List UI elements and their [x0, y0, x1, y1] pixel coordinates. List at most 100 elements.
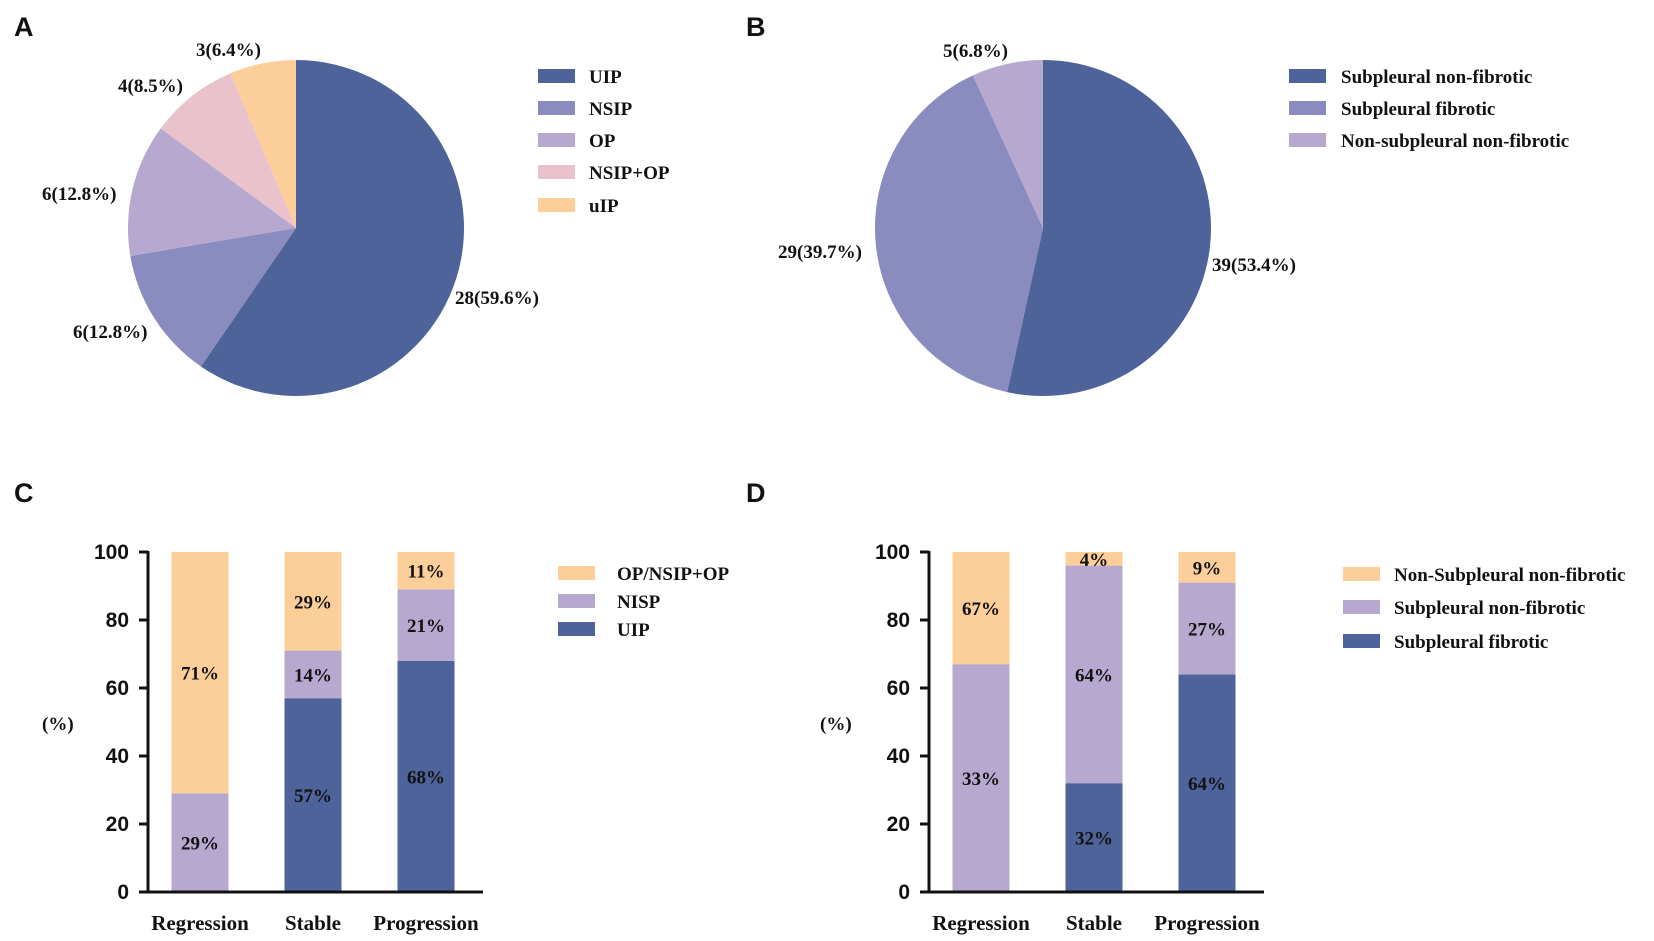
panel-d-letter: D [746, 478, 766, 508]
panel-b-legend: Subpleural non-fibrotic Subpleural fibro… [1289, 67, 1569, 152]
panel-d-legend-label-subpleural-non-fibrotic: Subpleural non-fibrotic [1394, 598, 1585, 619]
panel-d-bar-stable-non-subpleural-non-fibrotic [1065, 552, 1123, 566]
panel-d-y-axis-label: (%) [820, 714, 852, 735]
panel-a-label-op: 6(12.8%) [42, 184, 116, 205]
panel-b-slice-non-subpleural-non-fibrotic [972, 60, 1043, 228]
panel-a-label-nsip-op: 4(8.5%) [118, 76, 183, 97]
panel-d-category-progression: Progression [1154, 911, 1260, 935]
panel-c-bar-regression-nisp [171, 793, 229, 892]
panel-d-legend-label-non-subpleural-non-fibrotic: Non-Subpleural non-fibrotic [1394, 565, 1625, 586]
panel-b-letter: B [746, 12, 766, 42]
panel-b-legend-label-subpleural-fibrotic: Subpleural fibrotic [1341, 99, 1495, 120]
panel-d-legend: Non-Subpleural non-fibrotic Subpleural n… [1343, 565, 1625, 653]
panel-c-bar-label-regression-op-nsip-op: 71% [181, 664, 219, 685]
panel-d-bar-stable-subpleural-fibrotic [1065, 783, 1123, 892]
panel-b-label-subpleural-non-fibrotic: 39(53.4%) [1212, 255, 1296, 276]
panel-c-bar-label-regression-nisp: 29% [181, 834, 219, 855]
panel-b-legend-swatch-subpleural-non-fibrotic [1289, 69, 1326, 83]
panel-d-legend-swatch-non-subpleural-non-fibrotic [1343, 567, 1380, 581]
panel-d-legend-swatch-subpleural-non-fibrotic [1343, 600, 1380, 614]
panel-c-letter: C [14, 478, 34, 508]
panel-d-bar-progression-subpleural-fibrotic [1178, 674, 1236, 892]
panel-a-legend-label-nsip: NSIP [589, 99, 633, 120]
panel-b-legend-label-subpleural-non-fibrotic: Subpleural non-fibrotic [1341, 67, 1532, 88]
panel-a-legend: UIP NSIP OP NSIP+OP uIP [538, 67, 670, 217]
panel-c-category-stable: Stable [285, 911, 341, 935]
panel-d-bar-label-regression-subpleural-non-fibrotic: 33% [962, 769, 1000, 790]
panel-d-bar-stable-subpleural-non-fibrotic [1065, 565, 1123, 784]
panel-c-category-regression: Regression [151, 911, 249, 935]
panel-c-tick-label-40: 40 [106, 745, 129, 768]
panel-d-tick-label-20: 20 [887, 813, 910, 836]
panel-d-tick-label-100: 100 [875, 541, 910, 564]
panel-b-legend-swatch-subpleural-fibrotic [1289, 101, 1326, 115]
panel-a-legend-label-op: OP [589, 131, 616, 152]
panel-c-tick-label-80: 80 [106, 609, 129, 632]
panel-a-label-nsip: 6(12.8%) [73, 322, 147, 343]
panel-c-legend: OP/NSIP+OP NISP UIP [558, 564, 730, 641]
panel-c-bar-label-stable-op-nsip-op: 29% [294, 592, 332, 613]
panel-c-legend-label-nisp: NISP [617, 592, 661, 613]
panel-a-legend-swatch-nsip [538, 101, 575, 115]
panel-c-legend-label-op-nsip-op: OP/NSIP+OP [617, 564, 730, 585]
panel-a-slice-nsip [130, 228, 296, 367]
panel-a-slice-op [127, 128, 296, 256]
panel-c-bar-label-progression-op-nsip-op: 11% [408, 562, 445, 583]
panel-c-bar-stable-uip [284, 698, 342, 892]
panel-c-y-axis-label: (%) [42, 714, 74, 735]
panel-d-bar-label-stable-non-subpleural-non-fibrotic: 4% [1080, 550, 1109, 571]
panel-d-bars: 33% 67% 32% 64% 4% 64% 27% 9% [952, 550, 1236, 892]
panel-a-slice-uip [230, 60, 296, 228]
panel-c-legend-swatch-op-nsip-op [558, 566, 595, 580]
panel-a-letter: A [14, 12, 34, 42]
panel-d-category-stable: Stable [1066, 911, 1122, 935]
panel-c-y-ticks: 0 20 40 60 80 100 [94, 541, 148, 904]
panel-a-legend-swatch-nsip-op [538, 165, 575, 179]
panel-d-bar-label-progression-subpleural-fibrotic: 64% [1188, 774, 1226, 795]
panel-c-tick-label-0: 0 [117, 881, 129, 904]
panel-c-tick-label-100: 100 [94, 541, 129, 564]
panel-c-bar-progression-uip [397, 660, 455, 892]
panel-d-bar-label-progression-subpleural-non-fibrotic: 27% [1188, 620, 1226, 641]
panel-d-bar-label-progression-non-subpleural-non-fibrotic: 9% [1193, 558, 1222, 579]
panel-d-bar-label-stable-subpleural-non-fibrotic: 64% [1075, 665, 1113, 686]
panel-d-bar-progression-non-subpleural-non-fibrotic [1178, 552, 1236, 583]
panel-d-stacked-bar-chart: D 33% 67% 32% 64% 4% 64% 27% 9% 0 20 40 60 80 1… [746, 478, 1625, 935]
panel-c-bar-stable-nisp [284, 650, 342, 699]
panel-d-bar-label-regression-non-subpleural-non-fibrotic: 67% [962, 599, 1000, 620]
panel-c-bar-stable-op-nsip-op [284, 552, 342, 651]
panel-b-label-non-subpleural: 5(6.8%) [943, 41, 1008, 62]
panel-d-tick-label-0: 0 [898, 881, 910, 904]
panel-c-bar-label-progression-nisp: 21% [407, 616, 445, 637]
panel-c-bars: 29% 71% 57% 14% 29% 68% 21% 11% [171, 552, 455, 892]
panel-c-stacked-bar-chart: C 29% 71% 57% 14% 29% 68% 21% 11% 0 20 40 60 80… [14, 478, 730, 935]
panel-c-bar-progression-nisp [397, 589, 455, 661]
panel-c-tick-label-60: 60 [106, 677, 129, 700]
panel-a-label-uip: 28(59.6%) [455, 288, 539, 309]
panel-a-legend-swatch-uip [538, 69, 575, 83]
panel-b-label-subpleural-fibrotic: 29(39.7%) [778, 242, 862, 263]
panel-a-label-uip-lower: 3(6.4%) [196, 40, 261, 61]
panel-d-y-ticks: 0 20 40 60 80 100 [875, 541, 929, 904]
panel-d-legend-label-subpleural-fibrotic: Subpleural fibrotic [1394, 632, 1548, 653]
panel-a-legend-label-uip-lower: uIP [589, 196, 619, 217]
panel-d-bar-regression-subpleural-non-fibrotic [952, 664, 1010, 892]
panel-d-bar-label-stable-subpleural-fibrotic: 32% [1075, 829, 1113, 850]
panel-b-legend-swatch-non-subpleural [1289, 133, 1326, 147]
panel-d-tick-label-60: 60 [887, 677, 910, 700]
panel-c-legend-swatch-nisp [558, 594, 595, 608]
panel-c-bar-label-stable-nisp: 14% [294, 665, 332, 686]
panel-c-tick-label-20: 20 [106, 813, 129, 836]
panel-a-pie-chart: A 28(59.6%) 6(12.8%) 6(12.8%) 4(8.5%) 3(… [14, 12, 670, 396]
panel-a-slice-uip [200, 60, 464, 396]
panel-a-slice-nsip-op [160, 73, 296, 229]
panel-a-legend-swatch-uip-lower [538, 198, 575, 212]
panel-c-bar-progression-op-nsip-op [397, 552, 455, 590]
panel-c-bar-regression-op-nsip-op [171, 552, 229, 794]
panel-c-legend-label-uip: UIP [617, 620, 650, 641]
panel-d-category-regression: Regression [932, 911, 1030, 935]
panel-d-bar-progression-subpleural-non-fibrotic [1178, 582, 1236, 675]
panel-a-legend-label-uip: UIP [589, 67, 622, 88]
panel-d-tick-label-80: 80 [887, 609, 910, 632]
